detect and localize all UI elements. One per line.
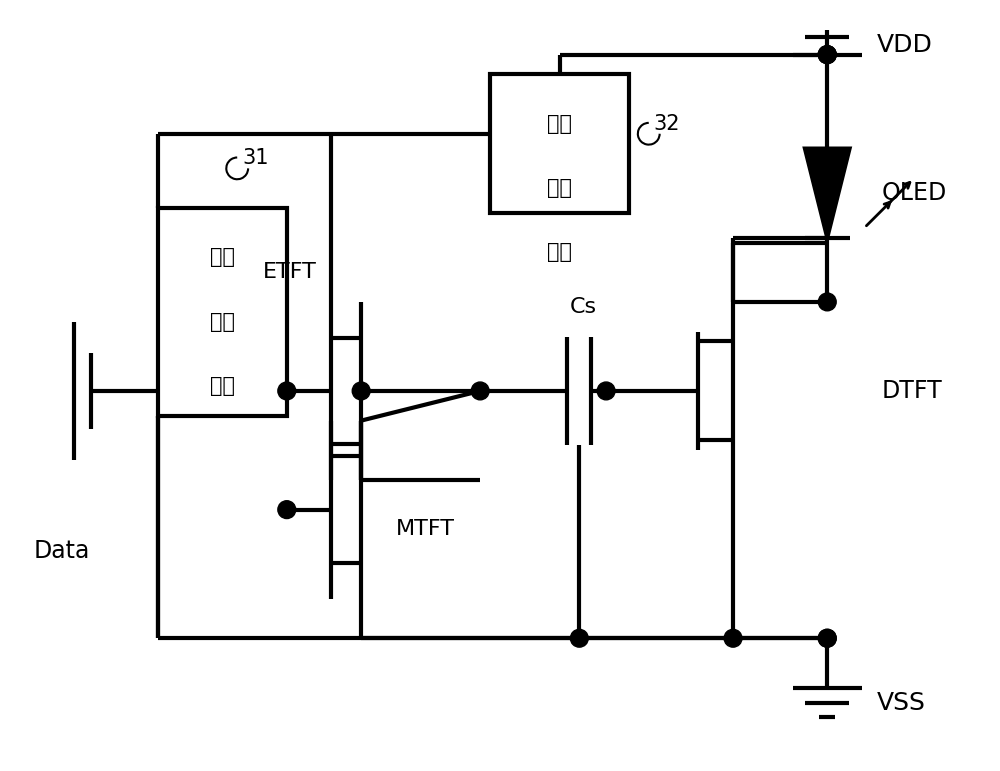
Circle shape [818,45,836,63]
Text: Data: Data [34,540,90,564]
Bar [490,74,629,213]
Text: 控制: 控制 [547,178,572,198]
Text: VDD: VDD [877,32,933,57]
Text: VSS: VSS [877,691,926,715]
Circle shape [818,293,836,311]
Circle shape [818,629,836,647]
Text: DTFT: DTFT [882,379,943,403]
Circle shape [278,382,296,400]
Circle shape [724,629,742,647]
Polygon shape [805,149,850,237]
Circle shape [597,382,615,400]
Text: ETFT: ETFT [263,262,317,282]
Text: OLED: OLED [882,181,947,205]
Circle shape [818,629,836,647]
Text: 驱动: 驱动 [547,114,572,134]
Text: 31: 31 [242,149,269,169]
Text: 单元: 单元 [210,376,235,396]
Bar [158,208,287,416]
Text: 控制: 控制 [210,311,235,332]
Text: 充电: 充电 [210,247,235,268]
Text: 32: 32 [654,114,680,134]
Circle shape [278,500,296,519]
Text: 单元: 单元 [547,242,572,262]
Text: MTFT: MTFT [396,520,455,540]
Circle shape [570,629,588,647]
Text: Cs: Cs [569,297,597,317]
Circle shape [818,45,836,63]
Circle shape [471,382,489,400]
Circle shape [352,382,370,400]
Circle shape [818,45,836,63]
